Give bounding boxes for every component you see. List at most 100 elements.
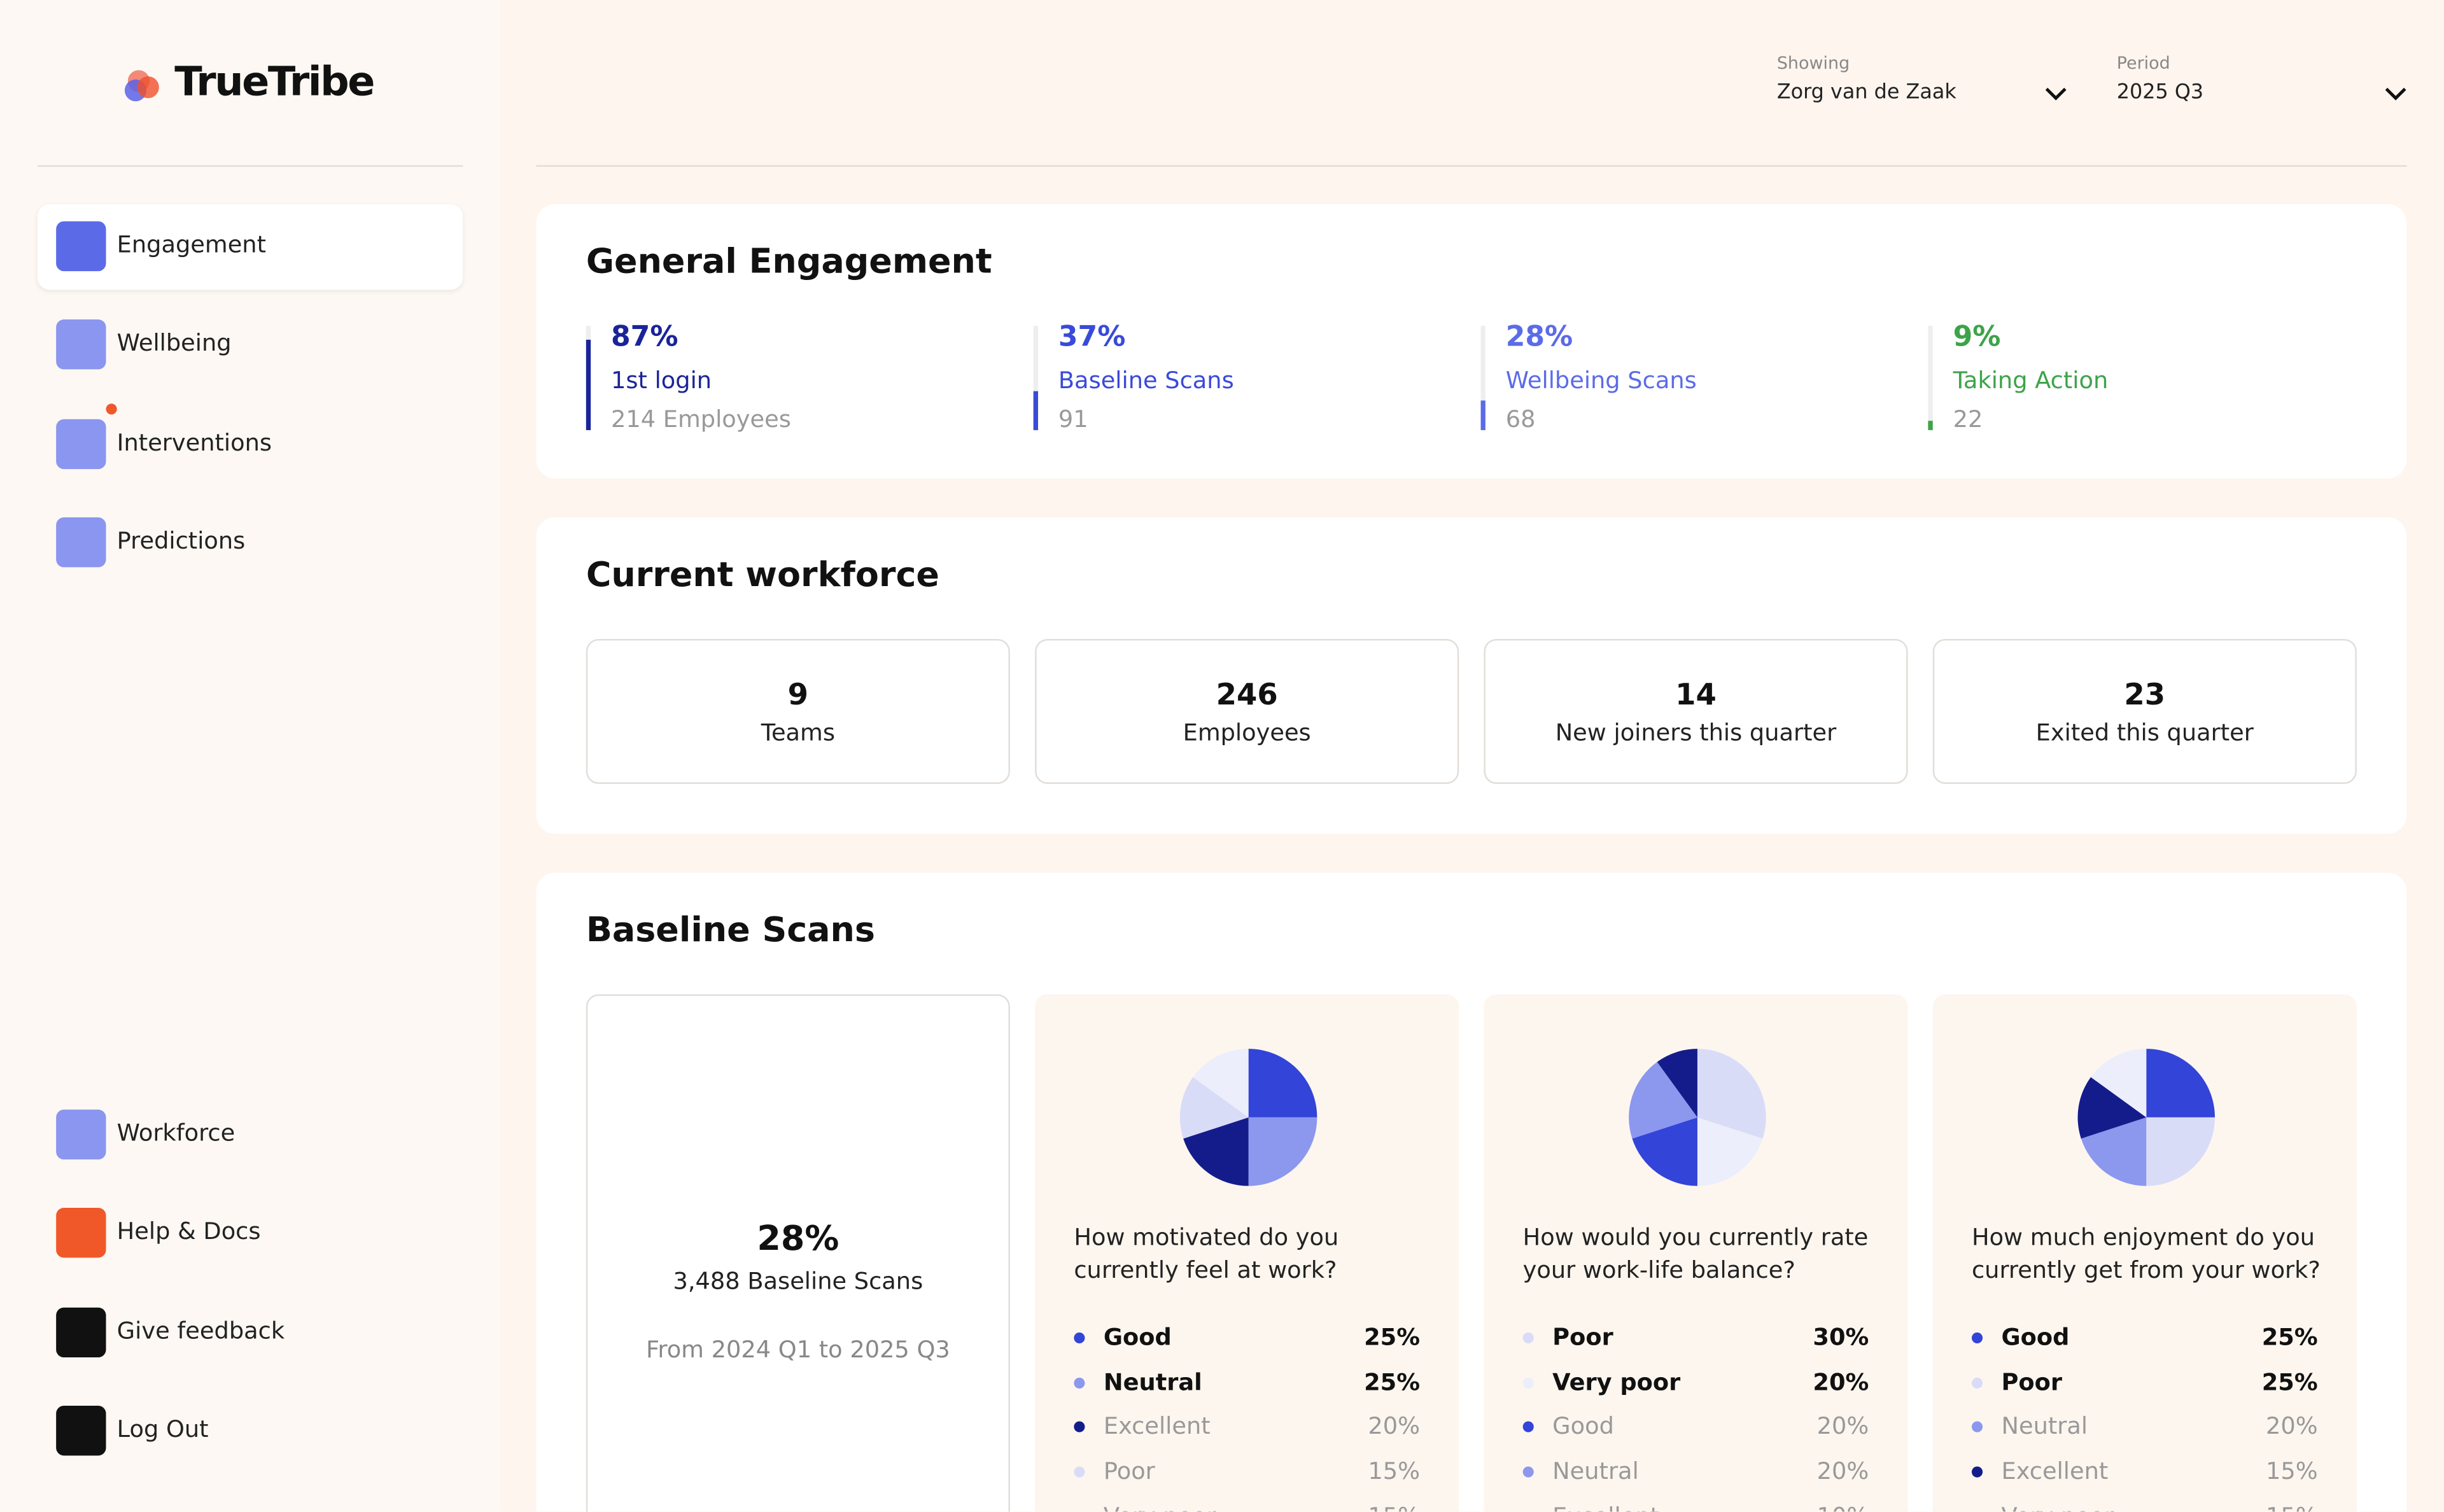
question-box: Good 25% Poor 25% Neutral 20% Excellent 15% Very… [1932, 994, 2357, 1512]
nav-label[interactable]: Workforce [116, 1119, 235, 1147]
summary-percent: 28% [757, 1220, 839, 1259]
legend-label: Very poor [2001, 1502, 2114, 1511]
metric-label: Taking Action [1953, 366, 2109, 395]
nav-icon[interactable] [56, 1405, 106, 1456]
question-text: How motivated do you currently feel at w… [1074, 1223, 1339, 1284]
stat-box: 9 Teams [586, 639, 1010, 784]
pie-slice [2091, 1049, 2147, 1117]
stat-box: 14 New joiners this quarter [1484, 639, 1908, 784]
filter-value[interactable]: 2025 Q3 [2116, 81, 2204, 105]
legend-value: 25% [1364, 1323, 1421, 1352]
nav-icon[interactable] [56, 1307, 106, 1358]
legend-dot [1971, 1422, 1983, 1433]
legend-dot [1074, 1332, 1085, 1344]
legend-label: Good [2001, 1323, 2070, 1352]
filter-label: Showing [1776, 53, 1850, 74]
summary-range: From 2024 Q1 to 2025 Q3 [645, 1335, 950, 1364]
nav-icon[interactable] [56, 221, 106, 272]
nav-label[interactable]: Help & Docs [116, 1217, 261, 1245]
legend-value: 15% [2266, 1502, 2318, 1511]
pie-slice [1183, 1117, 1249, 1186]
card-title: Baseline Scans [586, 911, 875, 951]
legend-dot [1074, 1377, 1085, 1389]
card-title: Current workforce [586, 556, 939, 596]
nav-label[interactable]: Engagement [116, 230, 267, 259]
pie-chart [1629, 1049, 1766, 1186]
divider [37, 165, 463, 167]
legend-dot [1074, 1422, 1085, 1433]
metric-label: 1st login [611, 366, 712, 395]
metric-count: 91 [1058, 405, 1088, 433]
nav-icon[interactable] [56, 1109, 106, 1160]
legend-value: 20% [1368, 1412, 1421, 1441]
pie-slice [1657, 1049, 1697, 1117]
nav-label[interactable]: Log Out [116, 1415, 209, 1443]
stat-label: Exited this quarter [2035, 718, 2254, 747]
legend-dot [1971, 1377, 1983, 1389]
legend-value: 25% [2261, 1368, 2318, 1396]
metric-label: Wellbeing Scans [1505, 366, 1697, 395]
divider [536, 165, 2407, 167]
nav-label[interactable]: Give feedback [116, 1317, 285, 1345]
card-title: General Engagement [586, 243, 992, 283]
progress-fill [1928, 421, 1933, 430]
legend-dot [1522, 1332, 1534, 1344]
metric-percent: 37% [1058, 321, 1126, 354]
metric-count: 68 [1505, 405, 1536, 433]
stat-value: 9 [787, 678, 809, 713]
legend-label: Neutral [1552, 1457, 1639, 1486]
question-text: How much enjoyment do you currently get … [1971, 1223, 2321, 1284]
legend-label: Poor [1103, 1457, 1155, 1486]
legend-dot [1971, 1332, 1983, 1344]
nav-icon[interactable] [56, 517, 106, 568]
legend-value: 10% [1817, 1502, 1869, 1511]
chevron[interactable] [2042, 83, 2070, 104]
legend-dot [1522, 1422, 1534, 1433]
legend-label: Poor [2001, 1368, 2063, 1396]
filter-label: Period [2116, 53, 2170, 74]
legend-value: 20% [1816, 1457, 1869, 1486]
legend-label: Excellent [2001, 1457, 2109, 1486]
pie-slice [1629, 1061, 1697, 1139]
nav-icon[interactable] [56, 419, 106, 470]
chevron[interactable] [2382, 83, 2410, 104]
summary-box: 28% 3,488 Baseline Scans From 2024 Q1 to… [586, 994, 1010, 1512]
metric-percent: 28% [1505, 321, 1573, 354]
stat-label: Teams [761, 718, 836, 747]
pie-slice [2146, 1049, 2216, 1117]
question-box: Good 25% Neutral 25% Excellent 20% Poor 15% Very… [1035, 994, 1459, 1512]
nav-icon[interactable] [56, 1207, 106, 1258]
legend-value: 25% [2261, 1323, 2318, 1352]
pie-slice [1248, 1117, 1317, 1186]
pie-slice [1179, 1077, 1249, 1139]
baseline-card: Baseline Scans 28% 3,488 Baseline Scans … [536, 872, 2407, 1512]
legend-dot [1074, 1466, 1085, 1478]
stat-label: New joiners this quarter [1555, 718, 1837, 747]
filter-value[interactable]: Zorg van de Zaak [1776, 81, 1956, 105]
question-box: Poor 30% Very poor 20% Good 20% Neutral 20% Exce… [1484, 994, 1908, 1512]
progress-track [1480, 325, 1485, 430]
pie-chart [1179, 1049, 1317, 1186]
nav-label[interactable]: Interventions [116, 428, 272, 457]
metric-count: 22 [1953, 405, 1983, 433]
legend-dot [1522, 1466, 1534, 1478]
legend-value: 20% [2265, 1412, 2318, 1441]
stat-value: 246 [1216, 678, 1278, 713]
pie-chart [2077, 1049, 2216, 1186]
metric-label: Baseline Scans [1058, 366, 1234, 395]
nav-label[interactable]: Predictions [116, 526, 246, 555]
progress-fill [1480, 400, 1485, 430]
stat-value: 23 [2124, 678, 2166, 713]
legend-label: Excellent [1552, 1502, 1659, 1511]
active-nav-bg [37, 204, 463, 290]
nav-label[interactable]: Wellbeing [116, 328, 232, 357]
stat-label: Employees [1183, 718, 1311, 747]
progress-track [1928, 325, 1933, 430]
legend-label: Very poor [1104, 1502, 1216, 1511]
pie-slice [1193, 1049, 1249, 1117]
nav-icon[interactable] [56, 319, 106, 370]
legend-value: 30% [1813, 1323, 1869, 1352]
legend-value: 25% [1364, 1368, 1421, 1396]
legend-value: 15% [1368, 1457, 1421, 1486]
